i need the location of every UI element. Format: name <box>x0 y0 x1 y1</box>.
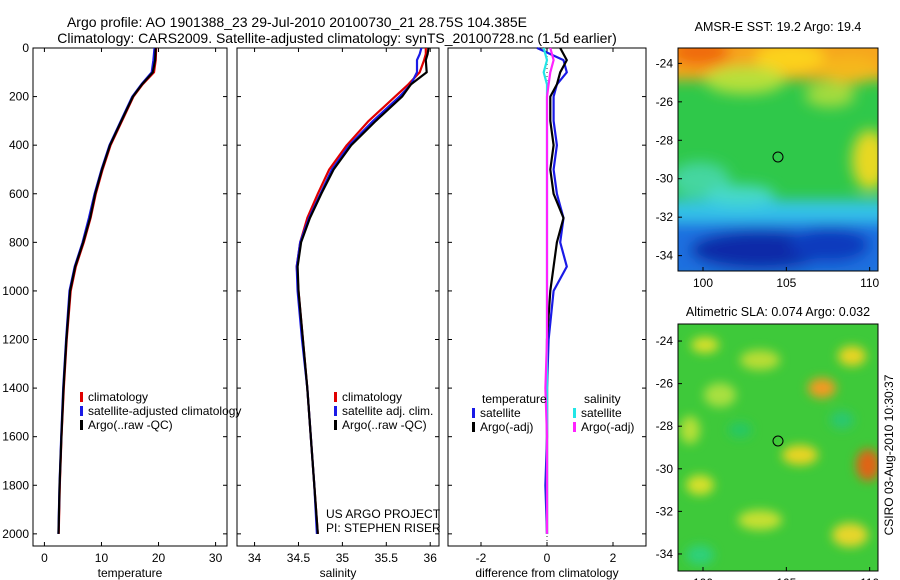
legend-swatch <box>334 406 337 416</box>
series-line-magenta <box>544 47 555 534</box>
x-axis-label: difference from climatology <box>475 566 618 580</box>
map-y-tick-label: -34 <box>656 249 674 263</box>
sst-map-field <box>678 48 878 271</box>
legend-label: Argo(-adj) <box>480 420 533 434</box>
y-tick-label: 1800 <box>2 478 29 492</box>
series-line-black <box>296 47 430 534</box>
series-line-red <box>57 47 158 534</box>
sst-map-title: AMSR-E SST: 19.2 Argo: 19.4 <box>695 20 862 34</box>
legend-swatch <box>80 392 83 402</box>
x-tick-label: 34 <box>248 551 262 565</box>
map-x-tick-label: 100 <box>693 576 713 580</box>
x-tick-label: 34.5 <box>287 551 311 565</box>
map-y-tick-label: -30 <box>656 172 674 186</box>
y-tick-label: 1000 <box>2 284 29 298</box>
series-line-black <box>545 47 568 534</box>
legend-swatch <box>472 408 475 418</box>
y-tick-label: 1200 <box>2 333 29 347</box>
y-tick-label: 800 <box>9 235 29 249</box>
map-x-tick-label: 110 <box>860 276 879 290</box>
y-tick-label: 600 <box>9 187 29 201</box>
figure-title-line1: Argo profile: AO 1901388_23 29-Jul-2010 … <box>67 14 527 30</box>
plot-frame <box>236 47 440 547</box>
x-tick-label: 0 <box>41 551 48 565</box>
map-x-tick-label: 105 <box>776 576 796 580</box>
x-tick-label: 36 <box>424 551 438 565</box>
legend-label: satellite adj. clim. <box>342 404 433 418</box>
x-tick-label: 0 <box>544 551 551 565</box>
temperature-panel: 0 10 20 30 0 200 400 600 800 1000 1200 1400 1600 1800… <box>2 41 241 580</box>
series-line-black <box>57 47 157 534</box>
legend-label: satellite <box>581 406 622 420</box>
sla-map-argo-marker <box>772 435 784 447</box>
x-tick-label: 2 <box>610 551 617 565</box>
map-y-tick-label: -26 <box>656 377 674 391</box>
legend-label: climatology <box>342 390 402 404</box>
legend-label: satellite-adjusted climatology <box>88 404 241 418</box>
project-note-line1: US ARGO PROJECT <box>326 507 441 521</box>
x-tick-label: -2 <box>476 551 487 565</box>
legend-label: satellite <box>480 406 521 420</box>
y-tick-label: 0 <box>22 41 29 55</box>
sla-map-axes: 100 105 110 -24 -26 -28 -30 -32 -34 <box>656 334 880 580</box>
map-x-tick-label: 105 <box>776 276 796 290</box>
project-note-line2: PI: STEPHEN RISER <box>326 521 441 535</box>
legend-swatch <box>334 420 337 430</box>
map-x-tick-label: 100 <box>693 276 713 290</box>
y-tick-label: 400 <box>9 138 29 152</box>
y-tick-label: 200 <box>9 90 29 104</box>
map-x-tick-label: 110 <box>860 576 879 580</box>
legend-label: climatology <box>88 390 148 404</box>
map-y-tick-label: -30 <box>656 462 674 476</box>
legend-swatch <box>80 420 83 430</box>
series-line-blue <box>295 47 423 534</box>
map-y-tick-label: -28 <box>656 419 674 433</box>
legend-label: Argo(..raw -QC) <box>88 418 173 432</box>
sla-map-frame <box>677 323 879 572</box>
side-timestamp: CSIRO 03-Aug-2010 10:30:37 <box>882 374 896 535</box>
map-y-tick-label: -24 <box>656 56 674 70</box>
legend-heading: temperature <box>482 392 547 406</box>
legend-swatch <box>334 392 337 402</box>
map-y-tick-label: -32 <box>656 504 674 518</box>
legend-swatch <box>573 422 576 432</box>
plot-frame <box>32 47 228 547</box>
map-y-tick-label: -28 <box>656 133 674 147</box>
legend-swatch <box>472 422 475 432</box>
legend-label: Argo(..raw -QC) <box>342 418 427 432</box>
y-tick-label: 2000 <box>2 527 29 541</box>
sst-map-argo-marker <box>772 151 784 163</box>
series-line-red <box>295 48 427 534</box>
sla-map-field <box>678 324 878 571</box>
map-y-tick-label: -26 <box>656 95 674 109</box>
legend-label: Argo(-adj) <box>581 420 634 434</box>
x-tick-label: 20 <box>152 551 166 565</box>
y-tick-label: 1600 <box>2 430 29 444</box>
x-tick-label: 10 <box>95 551 109 565</box>
legend-swatch <box>573 408 576 418</box>
map-y-tick-label: -32 <box>656 210 674 224</box>
x-axis-label: salinity <box>320 566 357 580</box>
x-tick-label: 30 <box>209 551 223 565</box>
x-axis-label: temperature <box>98 566 163 580</box>
x-tick-label: 35 <box>336 551 350 565</box>
map-y-tick-label: -24 <box>656 334 674 348</box>
y-tick-label: 1400 <box>2 381 29 395</box>
series-line-blue <box>57 47 156 534</box>
x-tick-label: 35.5 <box>375 551 399 565</box>
legend-swatch <box>80 406 83 416</box>
legend-heading: salinity <box>584 392 621 406</box>
figure-title-line2: Climatology: CARS2009. Satellite-adjuste… <box>57 30 617 46</box>
map-y-tick-label: -34 <box>656 547 674 561</box>
sla-map-title: Altimetric SLA: 0.074 Argo: 0.032 <box>686 305 870 319</box>
salinity-panel: 34 34.5 35 35.5 36 salinity climatologysatelli… <box>236 47 440 580</box>
sst-map-frame <box>677 47 879 272</box>
series-line-blue <box>536 47 568 534</box>
sst-map-axes: 100 105 110 -24 -26 -28 -30 -32 -34 <box>656 56 880 290</box>
